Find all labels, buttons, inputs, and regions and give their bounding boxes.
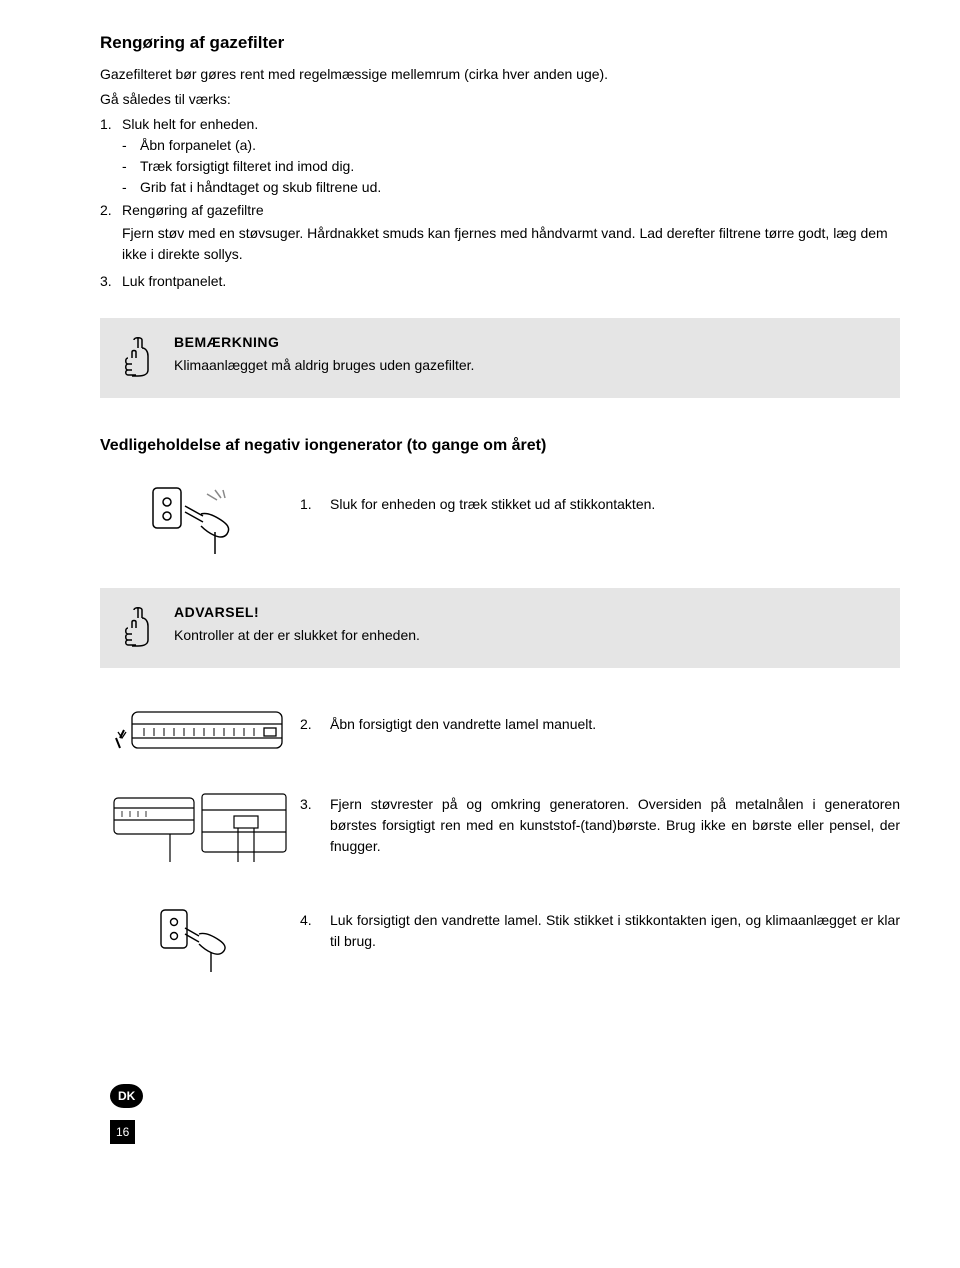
step1-sub2: Træk forsigtigt filteret ind imod dig. <box>122 156 900 177</box>
step2-text: Rengøring af gazefiltre <box>122 202 264 218</box>
step1-num: 1. <box>100 114 122 135</box>
section1-title: Rengøring af gazefilter <box>100 30 900 56</box>
item4-num: 4. <box>300 910 330 931</box>
note1-body: Klimaanlægget må aldrig bruges uden gaze… <box>174 355 474 376</box>
item2-text: Åbn forsigtigt den vandrette lamel manue… <box>330 714 900 735</box>
note1-title: BEMÆRKNING <box>174 332 474 353</box>
note-bemaerkning: BEMÆRKNING Klimaanlægget må aldrig bruge… <box>100 318 900 398</box>
illus-row-3: 3. Fjern støvrester på og omkring genera… <box>100 792 900 872</box>
step1-text: Sluk helt for enheden. <box>122 116 258 132</box>
item2-num: 2. <box>300 714 330 735</box>
illus-row-2: 2. Åbn forsigtigt den vandrette lamel ma… <box>100 704 900 760</box>
item1-text: Sluk for enheden og træk stikket ud af s… <box>330 494 900 515</box>
step1-sublist: Åbn forpanelet (a). Træk forsigtigt filt… <box>100 135 900 198</box>
section2-heading: Vedligeholdelse af negativ iongenerator … <box>100 434 900 458</box>
step1: 1.Sluk helt for enheden. Åbn forpanelet … <box>100 114 900 198</box>
section1-steps: 1.Sluk helt for enheden. Åbn forpanelet … <box>100 114 900 292</box>
page-number: 16 <box>110 1120 135 1144</box>
note2-body: Kontroller at der er slukket for enheden… <box>174 625 420 646</box>
step2-num: 2. <box>100 200 122 221</box>
section1-lead: Gå således til værks: <box>100 89 900 110</box>
note-advarsel: ADVARSEL! Kontroller at der er slukket f… <box>100 588 900 668</box>
item4-text: Luk forsigtigt den vandrette lamel. Stik… <box>330 910 900 952</box>
page-footer: DK 16 <box>100 1084 900 1144</box>
step3: 3.Luk frontpanelet. <box>100 271 900 292</box>
step3-num: 3. <box>100 271 122 292</box>
step1-sub1: Åbn forpanelet (a). <box>122 135 900 156</box>
illus-row-4: 4. Luk forsigtigt den vandrette lamel. S… <box>100 904 900 974</box>
ac-unit-illustration <box>100 704 300 760</box>
generator-detail-illustration <box>100 792 300 872</box>
item3-num: 3. <box>300 794 330 815</box>
item1-num: 1. <box>300 494 330 515</box>
step2: 2.Rengøring af gazefiltre Fjern støv med… <box>100 200 900 265</box>
plug-in-illustration <box>100 904 300 974</box>
step1-sub3: Grib fat i håndtaget og skub filtrene ud… <box>122 177 900 198</box>
pointing-hand-icon <box>118 334 162 384</box>
pointing-hand-icon <box>118 604 162 654</box>
step2-body: Fjern støv med en støvsuger. Hårdnakket … <box>100 223 900 265</box>
section1-intro: Gazefilteret bør gøres rent med regelmæs… <box>100 64 900 85</box>
unplug-illustration <box>100 476 300 556</box>
step3-text: Luk frontpanelet. <box>122 273 226 289</box>
item3-text: Fjern støvrester på og omkring generator… <box>330 794 900 857</box>
language-badge: DK <box>110 1084 143 1108</box>
note2-title: ADVARSEL! <box>174 602 420 623</box>
illus-row-1: 1. Sluk for enheden og træk stikket ud a… <box>100 476 900 556</box>
